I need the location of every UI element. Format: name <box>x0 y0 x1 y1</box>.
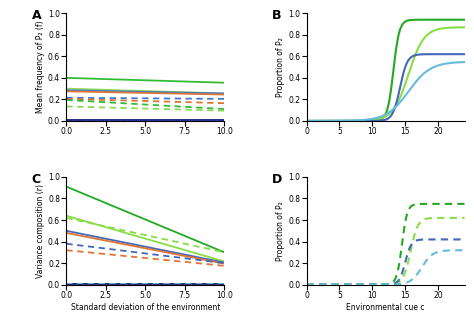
Text: B: B <box>272 9 281 22</box>
Y-axis label: Mean frequency of P₂ (f): Mean frequency of P₂ (f) <box>36 21 45 114</box>
Text: A: A <box>32 9 41 22</box>
X-axis label: Environmental cue c: Environmental cue c <box>346 303 425 312</box>
Y-axis label: Variance composition (r): Variance composition (r) <box>36 184 45 278</box>
Text: D: D <box>272 173 282 186</box>
Text: C: C <box>32 173 41 186</box>
X-axis label: Standard deviation of the environment: Standard deviation of the environment <box>71 303 220 312</box>
Y-axis label: Proportion of P₂: Proportion of P₂ <box>276 37 285 97</box>
Y-axis label: Proportion of P₂: Proportion of P₂ <box>276 201 285 261</box>
